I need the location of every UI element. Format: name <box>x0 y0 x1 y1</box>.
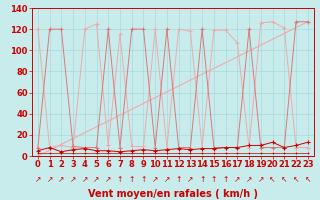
Text: ↗: ↗ <box>152 175 158 184</box>
Text: ↗: ↗ <box>164 175 170 184</box>
Text: ↖: ↖ <box>293 175 299 184</box>
Text: ↗: ↗ <box>187 175 194 184</box>
Text: ↑: ↑ <box>129 175 135 184</box>
Text: ↗: ↗ <box>105 175 111 184</box>
Text: ↗: ↗ <box>70 175 76 184</box>
Text: ↗: ↗ <box>234 175 241 184</box>
Text: ↗: ↗ <box>35 175 41 184</box>
Text: ↖: ↖ <box>281 175 287 184</box>
Text: ↑: ↑ <box>199 175 205 184</box>
Text: ↖: ↖ <box>305 175 311 184</box>
Text: ↑: ↑ <box>117 175 123 184</box>
Text: ↗: ↗ <box>246 175 252 184</box>
Text: ↑: ↑ <box>211 175 217 184</box>
Text: ↗: ↗ <box>258 175 264 184</box>
Text: ↗: ↗ <box>93 175 100 184</box>
Text: ↑: ↑ <box>175 175 182 184</box>
Text: ↗: ↗ <box>58 175 65 184</box>
Text: ↑: ↑ <box>222 175 229 184</box>
Text: ↗: ↗ <box>82 175 88 184</box>
X-axis label: Vent moyen/en rafales ( km/h ): Vent moyen/en rafales ( km/h ) <box>88 189 258 199</box>
Text: ↑: ↑ <box>140 175 147 184</box>
Text: ↖: ↖ <box>269 175 276 184</box>
Text: ↗: ↗ <box>46 175 53 184</box>
